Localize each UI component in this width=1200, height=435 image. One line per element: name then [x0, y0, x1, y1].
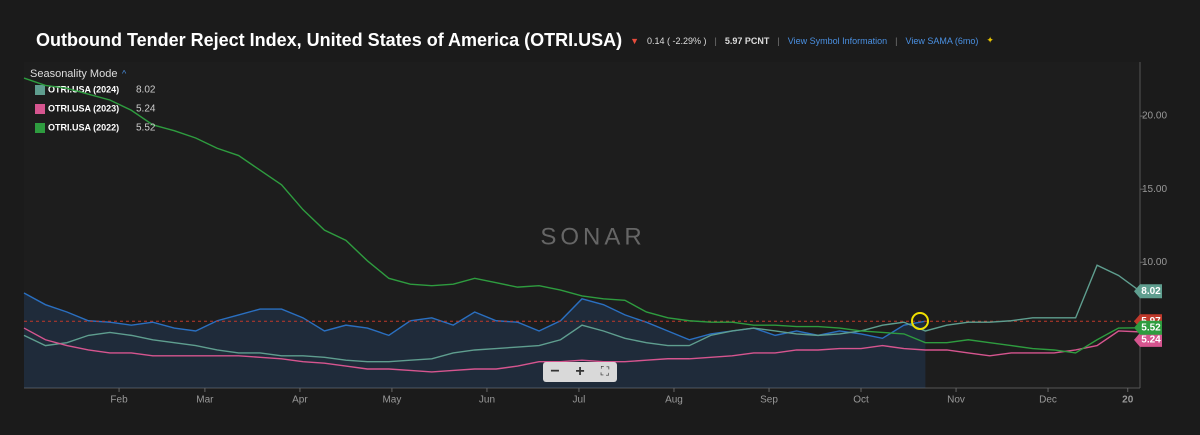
line — [23, 264, 1141, 363]
price: 5.97 PCNT — [724, 35, 770, 46]
legend-swatch — [35, 85, 45, 95]
x-tick-label: Oct — [853, 395, 869, 406]
x-tick-label: Apr — [292, 395, 308, 406]
down-arrow: ▼ — [630, 35, 639, 46]
x-tick-label: Jun — [479, 395, 495, 406]
value-badge — [1134, 320, 1162, 335]
x-tick-label: Sep — [760, 395, 778, 406]
plot-background — [24, 62, 1140, 388]
line — [23, 327, 1141, 373]
value-badge — [1134, 284, 1162, 299]
line — [23, 292, 926, 341]
area — [24, 292, 926, 388]
line — [23, 77, 1141, 354]
x-tick-label: May — [382, 395, 401, 406]
x-tick-label: Aug — [665, 395, 683, 406]
x-tick-label: 20 — [1122, 395, 1134, 406]
title: Outbound Tender Reject Index, United Sta… — [36, 30, 623, 50]
legend-swatch — [35, 104, 45, 114]
icon: ✦ — [986, 35, 994, 45]
legend-swatch — [35, 123, 45, 133]
legend-value: 8.02 — [136, 85, 156, 96]
separator: | — [777, 35, 780, 46]
change: 0.14 ( -2.29% ) — [647, 35, 707, 46]
legend-value: 5.52 — [136, 123, 156, 134]
legend-label: OTRI.USA (2024) — [48, 84, 119, 94]
link[interactable]: View SAMA (6mo) — [905, 35, 979, 46]
legend-value: 5.24 — [136, 104, 156, 115]
legend-label: OTRI.USA (2022) — [48, 122, 119, 132]
legend-label: OTRI.USA (2023) — [48, 103, 119, 113]
y-tick-label: 15.00 — [1142, 184, 1167, 195]
watermark: SONAR — [540, 223, 645, 250]
x-tick-label: Dec — [1039, 395, 1057, 406]
x-tick-label: Feb — [110, 395, 128, 406]
separator: | — [714, 35, 717, 46]
value-badge — [1134, 332, 1162, 347]
value-badge-label: 5.24 — [1141, 335, 1161, 346]
link[interactable]: View Symbol Information — [787, 35, 888, 46]
value-badge-label: 5.52 — [1141, 322, 1161, 333]
value-badge-label: 8.02 — [1141, 286, 1161, 297]
y-tick-label: 10.00 — [1142, 257, 1167, 268]
separator: | — [895, 35, 898, 46]
x-tick-label: Mar — [196, 395, 214, 406]
y-tick-label: 20.00 — [1142, 111, 1167, 122]
legend-toggle[interactable]: ^ — [122, 68, 127, 78]
legend-title: Seasonality Mode — [30, 68, 117, 80]
header: Outbound Tender Reject Index, United Sta… — [36, 30, 994, 51]
x-tick-label: Nov — [947, 395, 965, 406]
x-tick-label: Jul — [573, 395, 586, 406]
